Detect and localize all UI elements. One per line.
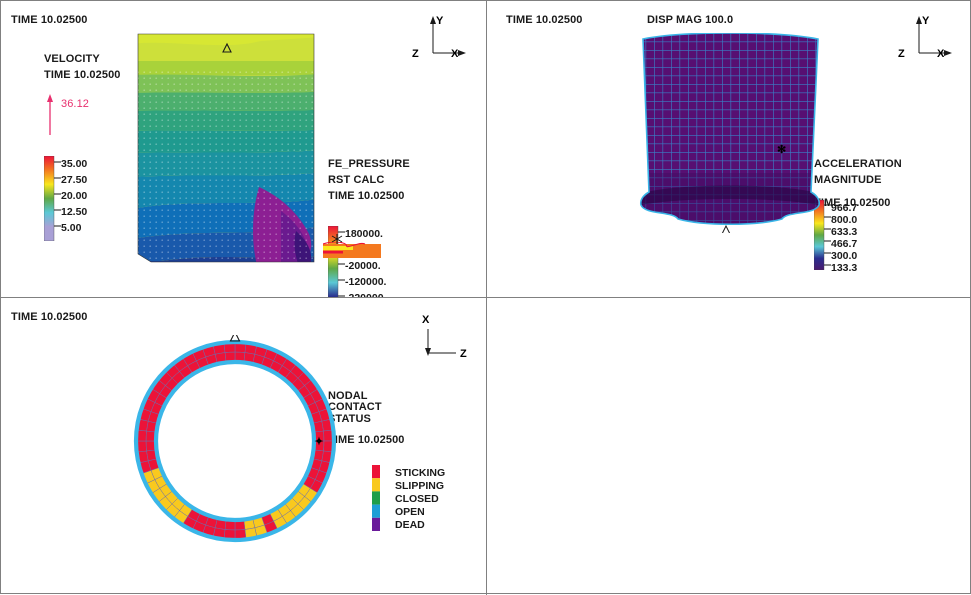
svg-text:X: X (422, 314, 430, 326)
svg-text:Y: Y (922, 15, 930, 27)
svg-text:Y: Y (436, 15, 444, 27)
svg-text:X: X (937, 48, 945, 60)
svg-text:✦: ✦ (314, 436, 323, 448)
svg-text:Z: Z (412, 48, 419, 60)
svg-text:✻: ✻ (777, 144, 786, 156)
svg-text:Z: Z (898, 48, 905, 60)
svg-text:Z: Z (460, 348, 467, 360)
svg-text:X: X (451, 48, 459, 60)
